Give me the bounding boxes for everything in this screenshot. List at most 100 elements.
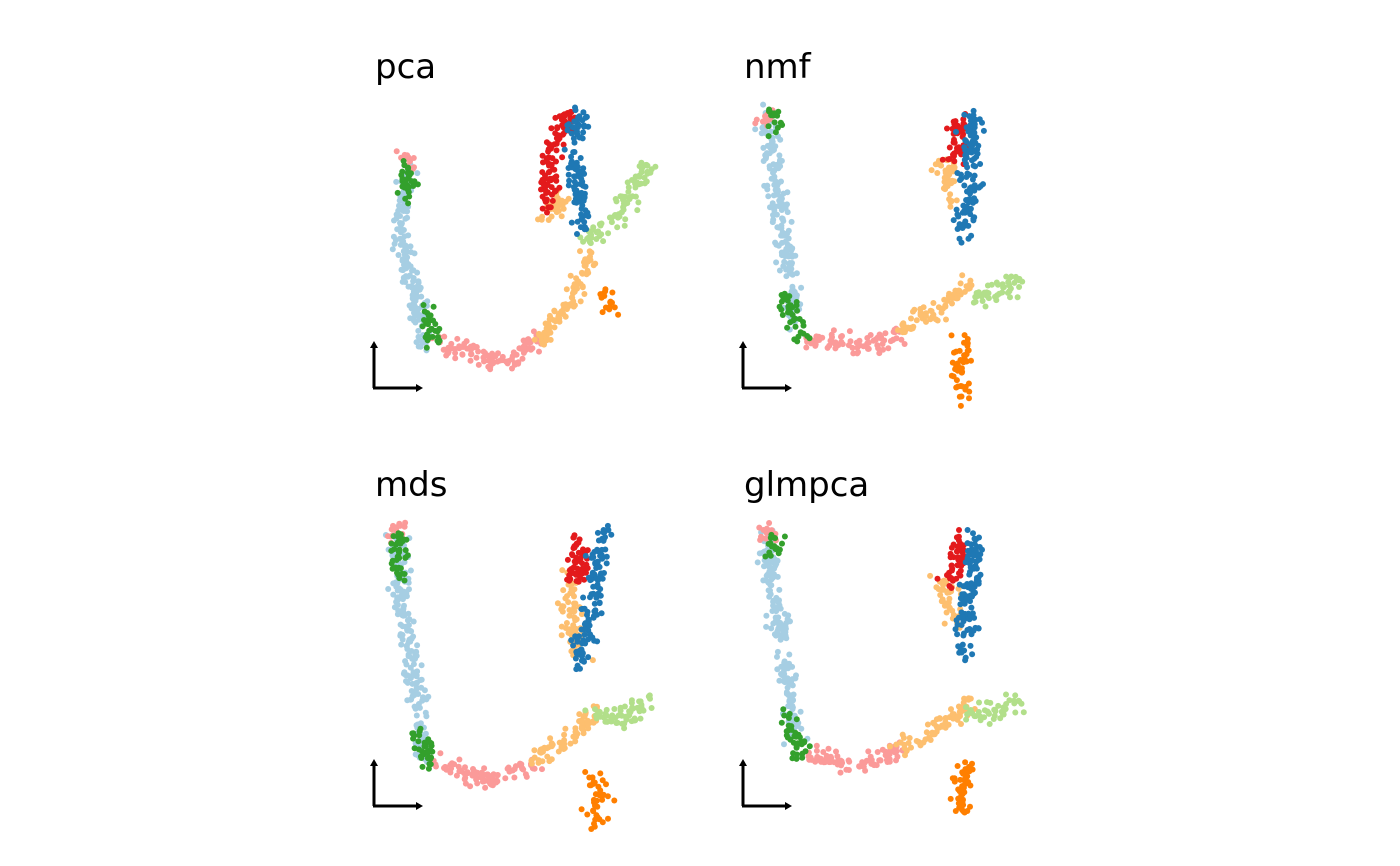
cell-point-light_orange [589, 657, 596, 664]
cell-point-pink [441, 333, 448, 340]
cell-point-pink [455, 763, 462, 770]
cell-point-dark_blue [590, 554, 597, 561]
cell-point-dark_blue [564, 122, 571, 129]
cell-point-pink [763, 535, 770, 542]
cell-point-light_orange [541, 341, 547, 348]
cell-point-pink [854, 350, 861, 357]
cell-point-light_blue [409, 680, 416, 687]
cell-point-light_green [981, 289, 988, 296]
cell-point-dark_blue [596, 599, 603, 606]
cell-point-dark_green [405, 165, 411, 172]
cell-point-light_blue [786, 697, 793, 704]
cell-point-dark_blue [967, 612, 974, 619]
cell-point-dark_blue [572, 655, 579, 662]
cell-point-dark_green [794, 307, 801, 314]
cell-point-light_blue [761, 548, 768, 555]
cell-point-light_orange [945, 179, 952, 186]
cell-point-light_green [987, 699, 994, 706]
cell-point-light_blue [389, 246, 396, 253]
cell-point-red [934, 575, 941, 582]
cell-point-dark_blue [603, 560, 610, 567]
cell-point-dark_green [406, 193, 413, 200]
cell-point-dark_blue [980, 127, 987, 134]
cell-point-dark_green [421, 308, 428, 315]
cell-point-pink [452, 346, 459, 352]
cell-point-dark_blue [570, 124, 577, 131]
cell-point-light_green [648, 705, 655, 711]
cell-point-light_green [632, 184, 639, 191]
cell-point-dark_blue [967, 190, 973, 197]
cell-point-light_orange [572, 728, 579, 735]
cell-point-light_orange [941, 296, 948, 303]
cell-point-light_orange [558, 606, 565, 613]
cell-point-pink [462, 764, 468, 771]
cell-point-light_blue [414, 170, 421, 177]
cell-point-light_orange [567, 740, 574, 747]
cell-point-pink [525, 336, 532, 343]
cell-point-light_green [620, 206, 627, 213]
cell-point-light_blue [403, 593, 410, 600]
cell-point-light_orange [547, 735, 554, 742]
cell-point-red [553, 147, 560, 154]
cell-point-light_orange [893, 741, 900, 748]
cell-point-light_blue [786, 651, 793, 658]
cell-point-light_blue [778, 157, 785, 164]
cell-point-dark_blue [976, 544, 983, 550]
cell-point-dark_blue [962, 654, 969, 661]
cell-point-light_orange [947, 191, 954, 198]
cell-point-orange [589, 774, 596, 781]
cell-point-orange [588, 782, 594, 789]
cell-point-pink [824, 755, 831, 762]
cell-point-dark_blue [598, 570, 604, 577]
cell-point-light_blue [408, 648, 415, 654]
cell-point-pink [876, 350, 883, 357]
cell-point-light_orange [931, 720, 938, 727]
cell-point-light_blue [390, 591, 397, 598]
cell-point-light_orange [923, 729, 930, 736]
cell-point-light_orange [902, 752, 908, 759]
cell-point-red [566, 111, 573, 118]
cell-point-light_blue [404, 208, 411, 215]
cell-point-light_blue [793, 292, 800, 299]
cell-point-dark_green [778, 292, 785, 298]
cell-point-light_orange [938, 162, 945, 169]
cell-point-light_blue [406, 653, 413, 660]
cell-point-light_blue [769, 147, 776, 154]
cell-point-light_green [1012, 692, 1019, 699]
cell-point-orange [957, 402, 964, 409]
cell-point-pink [459, 351, 466, 358]
cell-point-dark_green [784, 324, 791, 331]
cell-point-orange [948, 332, 955, 339]
cell-point-dark_blue [975, 142, 982, 149]
cell-point-light_blue [410, 633, 417, 640]
cell-point-red [575, 578, 582, 585]
cell-point-light_green [995, 281, 1001, 288]
cell-point-light_orange [531, 754, 538, 761]
cell-point-light_blue [405, 639, 412, 646]
cell-point-dark_green [771, 543, 778, 550]
cell-point-light_blue [780, 218, 787, 224]
axis-arrows [370, 759, 423, 810]
cell-point-light_orange [563, 620, 570, 626]
cell-point-red [543, 196, 550, 203]
cell-point-light_green [632, 717, 639, 724]
cell-point-pink [481, 765, 488, 772]
cell-point-light_orange [571, 608, 578, 615]
cell-point-light_orange [908, 315, 914, 322]
cell-point-dark_blue [968, 604, 975, 611]
cell-point-light_blue [776, 602, 783, 609]
cell-point-dark_blue [568, 637, 575, 644]
cell-point-pink [471, 344, 478, 351]
cell-point-light_blue [770, 192, 777, 199]
y-arrowhead [370, 341, 378, 348]
cell-point-dark_blue [578, 189, 585, 196]
cell-point-light_orange [560, 587, 567, 594]
cell-point-orange [962, 759, 969, 766]
cell-point-light_green [967, 707, 974, 713]
cell-point-light_green [1016, 275, 1023, 282]
cell-point-red [564, 556, 571, 563]
cell-point-light_blue [781, 741, 787, 748]
cell-point-red [539, 193, 546, 200]
cell-point-light_blue [776, 152, 783, 159]
cell-point-pink [513, 351, 520, 358]
